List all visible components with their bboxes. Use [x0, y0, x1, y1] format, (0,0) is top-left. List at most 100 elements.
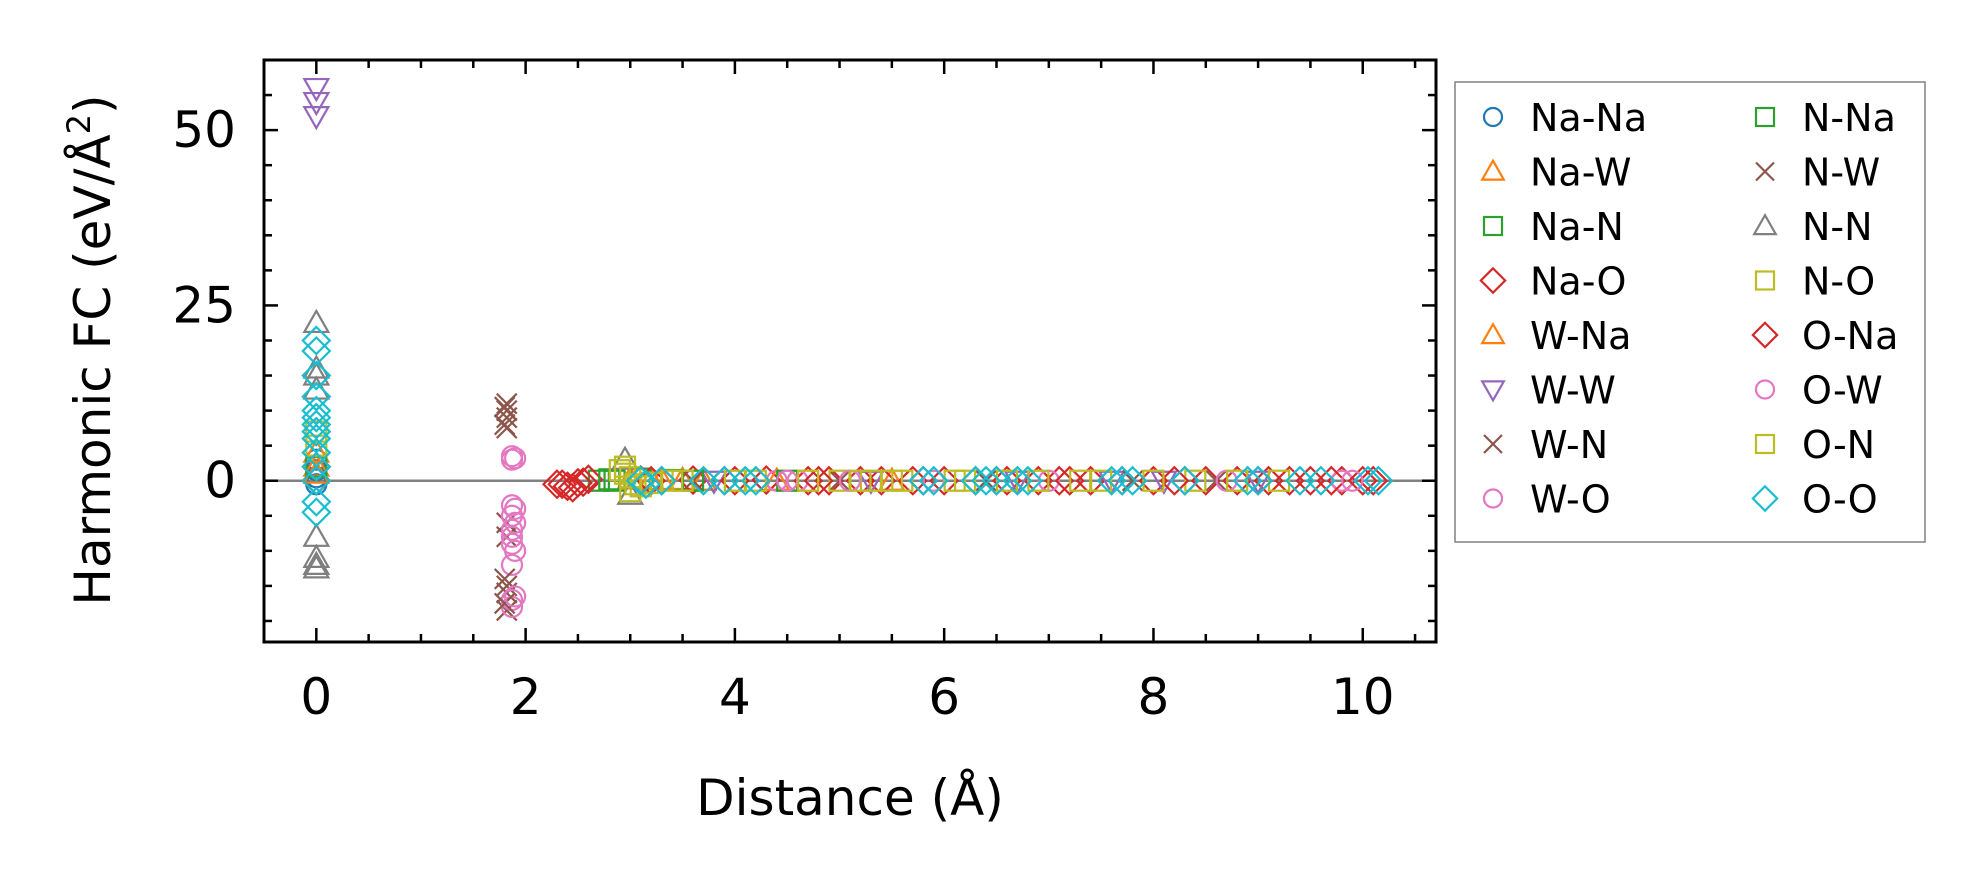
- legend-label-o-n: O-N: [1802, 423, 1875, 467]
- y-tick-label: 25: [172, 276, 236, 334]
- legend-marker-n-w: [1755, 161, 1775, 182]
- point-n-w: [493, 396, 516, 418]
- legend-label-na-n: Na-N: [1530, 205, 1624, 249]
- x-axis-title: Distance (Å): [696, 769, 1004, 827]
- point-o-o: [1284, 465, 1316, 496]
- point-n-w: [493, 592, 516, 615]
- legend-label-na-na: Na-Na: [1530, 96, 1647, 140]
- point-w-w: [302, 77, 331, 103]
- point-w-w: [700, 470, 728, 495]
- point-na-o: [929, 465, 960, 496]
- point-w-o: [500, 494, 524, 517]
- point-o-o: [1117, 465, 1148, 496]
- point-n-n: [302, 550, 331, 575]
- point-n-w: [493, 413, 516, 436]
- point-o-na: [803, 465, 834, 496]
- legend-marker-o-w: [1754, 379, 1776, 400]
- point-o-o: [301, 360, 332, 391]
- data-markers: [301, 77, 1394, 622]
- point-o-n: [849, 469, 872, 492]
- point-w-o: [1330, 469, 1353, 492]
- y-tick-label: 0: [204, 452, 236, 510]
- point-o-o: [730, 465, 761, 496]
- point-o-o: [1363, 465, 1394, 496]
- point-o-na: [1316, 465, 1347, 496]
- point-o-o: [1352, 465, 1384, 496]
- plot-frame: [262, 58, 1438, 644]
- point-o-na: [568, 467, 599, 498]
- point-o-o: [646, 465, 677, 496]
- point-o-na: [1054, 465, 1085, 496]
- point-o-w: [504, 539, 527, 562]
- point-w-n: [495, 575, 518, 597]
- legend-marker-n-o: [1754, 270, 1776, 291]
- point-o-o: [740, 465, 771, 496]
- point-w-w: [302, 105, 331, 131]
- point-o-w: [504, 447, 527, 470]
- x-tick-label: 4: [719, 668, 751, 726]
- point-n-o: [624, 473, 647, 496]
- point-o-o: [301, 486, 332, 517]
- point-na-o: [1358, 465, 1389, 496]
- point-o-o: [960, 465, 991, 496]
- y-tick-label: 50: [172, 101, 236, 159]
- point-o-n: [1069, 469, 1092, 492]
- legend-marker-o-na: [1751, 321, 1779, 349]
- point-o-n: [1226, 469, 1249, 492]
- point-o-o: [970, 465, 1002, 496]
- point-na-o: [1274, 465, 1305, 496]
- point-na-o: [1044, 465, 1075, 496]
- point-o-w: [504, 511, 527, 534]
- point-w-n: [495, 526, 518, 548]
- x-tick-label: 10: [1331, 668, 1395, 726]
- point-o-o: [908, 465, 939, 496]
- point-o-w: [504, 497, 527, 520]
- point-o-o: [301, 497, 332, 528]
- point-o-na: [557, 472, 588, 503]
- x-tick-label: 0: [300, 668, 332, 726]
- point-o-n: [1142, 469, 1165, 492]
- point-o-na: [1159, 465, 1190, 496]
- point-na-o: [573, 464, 604, 495]
- point-o-w: [504, 585, 527, 608]
- x-tick-label: 8: [1138, 668, 1170, 726]
- legend-marker-w-o: [1482, 488, 1504, 509]
- point-o-o: [918, 465, 949, 496]
- point-w-o: [500, 553, 524, 576]
- point-o-o: [1305, 465, 1336, 496]
- point-n-o: [1184, 469, 1207, 492]
- point-o-o: [1107, 465, 1138, 496]
- y-tick-labels: 0 25 50: [172, 101, 236, 510]
- point-w-w: [302, 91, 331, 117]
- legend-label-n-na: N-Na: [1802, 96, 1896, 140]
- legend-label-o-na: O-Na: [1802, 314, 1898, 358]
- point-o-o: [301, 416, 332, 447]
- legend-marker-o-o: [1751, 484, 1779, 513]
- x-tick-label: 6: [928, 668, 960, 726]
- point-na-o: [1190, 465, 1221, 496]
- point-n-n: [611, 445, 639, 470]
- point-n-o: [1267, 469, 1291, 492]
- legend-label-w-o: W-O: [1530, 478, 1611, 522]
- legend-marker-na-na: [1482, 106, 1504, 128]
- point-n-n: [302, 554, 331, 579]
- legend-label-w-w: W-W: [1530, 369, 1616, 413]
- point-na-o: [866, 465, 897, 496]
- point-o-o: [1243, 465, 1274, 496]
- legend-marker-na-o: [1479, 266, 1507, 295]
- point-o-o: [630, 469, 662, 500]
- point-o-o: [301, 335, 332, 367]
- point-n-n: [302, 543, 331, 568]
- point-o-n: [661, 469, 684, 492]
- legend-marker-n-n: [1752, 212, 1778, 236]
- y-axis-title: Harmonic FC (eV/Å2): [60, 94, 122, 605]
- y-axis-title-superscript: 2: [60, 114, 98, 134]
- point-na-o: [897, 465, 928, 496]
- legend-marker-na-n: [1482, 215, 1504, 237]
- legend-marker-na-w: [1480, 158, 1506, 181]
- point-o-o: [1096, 465, 1127, 496]
- legend-marker-w-na: [1480, 321, 1506, 345]
- point-o-n: [797, 469, 820, 492]
- point-n-n: [302, 354, 331, 379]
- point-o-n: [995, 469, 1019, 492]
